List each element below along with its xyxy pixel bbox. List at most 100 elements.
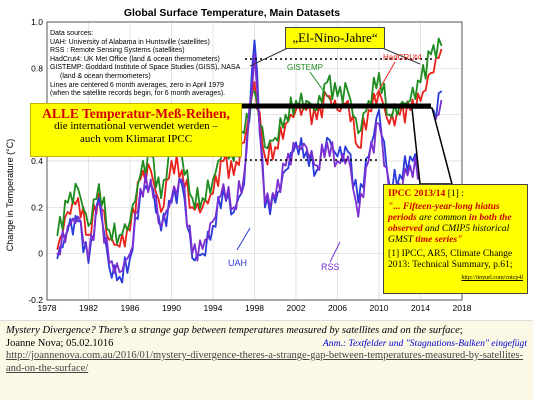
caption-note: Anm.: Textfelder und "Stagnations-Balken…: [322, 337, 527, 349]
data-point: [97, 197, 100, 199]
x-tick-label: 1978: [38, 303, 57, 313]
data-point: [305, 99, 308, 102]
data-point: [129, 220, 131, 223]
ipcc-ref: [1] :: [445, 188, 464, 199]
data-point: [87, 224, 90, 227]
data-point: [212, 178, 214, 181]
data-point: [118, 234, 121, 237]
data-point: [440, 44, 443, 47]
ipcc-quote-1: "... Fifteen-year-long hiatus periods: [388, 201, 500, 223]
y-tick-label: 1.0: [31, 17, 43, 27]
data-point: [191, 206, 194, 209]
x-tick-label: 2006: [328, 303, 347, 313]
y-tick-label: 0.2: [31, 202, 43, 212]
y-tick-label: 0: [38, 249, 43, 259]
data-point: [108, 238, 111, 241]
source-line: (land & ocean thermometers): [60, 72, 151, 80]
chart-title: Global Surface Temperature, Main Dataset…: [124, 7, 340, 19]
data-point: [118, 245, 121, 248]
data-point: [419, 99, 422, 102]
data-point: [243, 174, 246, 176]
data-point: [274, 146, 277, 149]
data-point: [284, 169, 287, 172]
data-point: [357, 132, 360, 135]
annotation-labels: UAH RSS GISTEMP HadCRUt4: [228, 53, 422, 272]
data-point: [367, 99, 370, 102]
data-point: [295, 141, 297, 144]
data-point: [388, 123, 391, 125]
data-point: [253, 90, 256, 93]
data-point: [326, 141, 329, 144]
data-point: [409, 155, 412, 158]
data-point: [66, 224, 69, 227]
data-point: [409, 109, 412, 111]
gistemp-pointer: [309, 71, 331, 101]
data-point: [170, 197, 173, 199]
uah-pointer: [236, 227, 251, 251]
data-point: [440, 99, 443, 102]
source-url-link[interactable]: http://joannenova.com.au/2016/01/mystery…: [6, 350, 524, 374]
ipcc-quote-5: time series": [415, 234, 463, 245]
source-line: RSS : Remote Sensing Systems (satellites…: [50, 47, 185, 55]
data-point: [253, 39, 256, 42]
data-point: [212, 224, 214, 227]
ipcc-quote-box: IPCC 2013/14 [1] : "... Fifteen-year-lon…: [383, 184, 528, 294]
data-point: [77, 197, 80, 199]
ipcc-citation: [1] IPCC, AR5, Climate Change 2013: Tech…: [388, 248, 513, 270]
data-point: [129, 252, 131, 255]
callout-line: die international verwendet werden –: [54, 120, 218, 132]
data-point: [295, 99, 297, 102]
data-sources-box: Data sources: UAH: University of Alabama…: [50, 30, 280, 99]
data-point: [388, 113, 391, 116]
data-point: [263, 155, 266, 158]
data-point: [326, 81, 329, 84]
source-line: GISTEMP: Goddard Institute of Space Stud…: [50, 64, 241, 72]
x-tick-label: 1990: [162, 303, 181, 313]
data-point: [263, 206, 266, 209]
data-point: [336, 160, 339, 162]
data-point: [222, 160, 225, 162]
data-point: [160, 229, 163, 232]
ipcc-link[interactable]: http://tinyurl.com/cntcp4l: [461, 275, 524, 281]
data-point: [409, 99, 412, 102]
data-point: [212, 192, 214, 195]
data-point: [243, 141, 246, 144]
data-point: [336, 109, 339, 111]
data-point: [87, 257, 90, 260]
data-point: [336, 155, 339, 158]
data-point: [315, 169, 318, 172]
data-point: [253, 53, 256, 56]
x-tick-label: 1994: [204, 303, 223, 313]
data-point: [77, 215, 80, 218]
uah-label: UAH: [228, 258, 247, 268]
data-point: [160, 224, 163, 227]
callout-title: ALLE Temperatur-Meß-Reihen,: [42, 106, 230, 121]
data-point: [284, 164, 287, 167]
caption-title: Mystery Divergence? There’s a strange ga…: [6, 325, 460, 336]
data-point: [56, 257, 59, 260]
x-tick-label: 1986: [121, 303, 140, 313]
data-point: [191, 197, 194, 199]
data-point: [191, 257, 194, 260]
data-point: [87, 262, 90, 264]
data-point: [346, 90, 349, 93]
data-point: [346, 150, 349, 153]
x-tick-label: 2010: [370, 303, 389, 313]
data-point: [180, 178, 183, 181]
source-line: (when the satellite records begin, for 6…: [50, 90, 226, 98]
y-tick-label: 0.8: [31, 63, 43, 73]
ipcc-quote-2: are common: [416, 212, 469, 223]
data-point: [367, 109, 370, 111]
data-point: [295, 146, 297, 149]
data-point: [129, 257, 131, 260]
rss-pointer: [329, 241, 341, 263]
el-nino-text: „El-Nino-Jahre“: [292, 30, 378, 45]
data-point: [66, 201, 69, 204]
data-point: [305, 109, 308, 111]
data-point: [97, 201, 100, 204]
data-point: [139, 187, 142, 190]
data-point: [139, 174, 142, 176]
data-point: [56, 234, 59, 237]
data-point: [357, 215, 360, 218]
data-point: [77, 220, 80, 223]
